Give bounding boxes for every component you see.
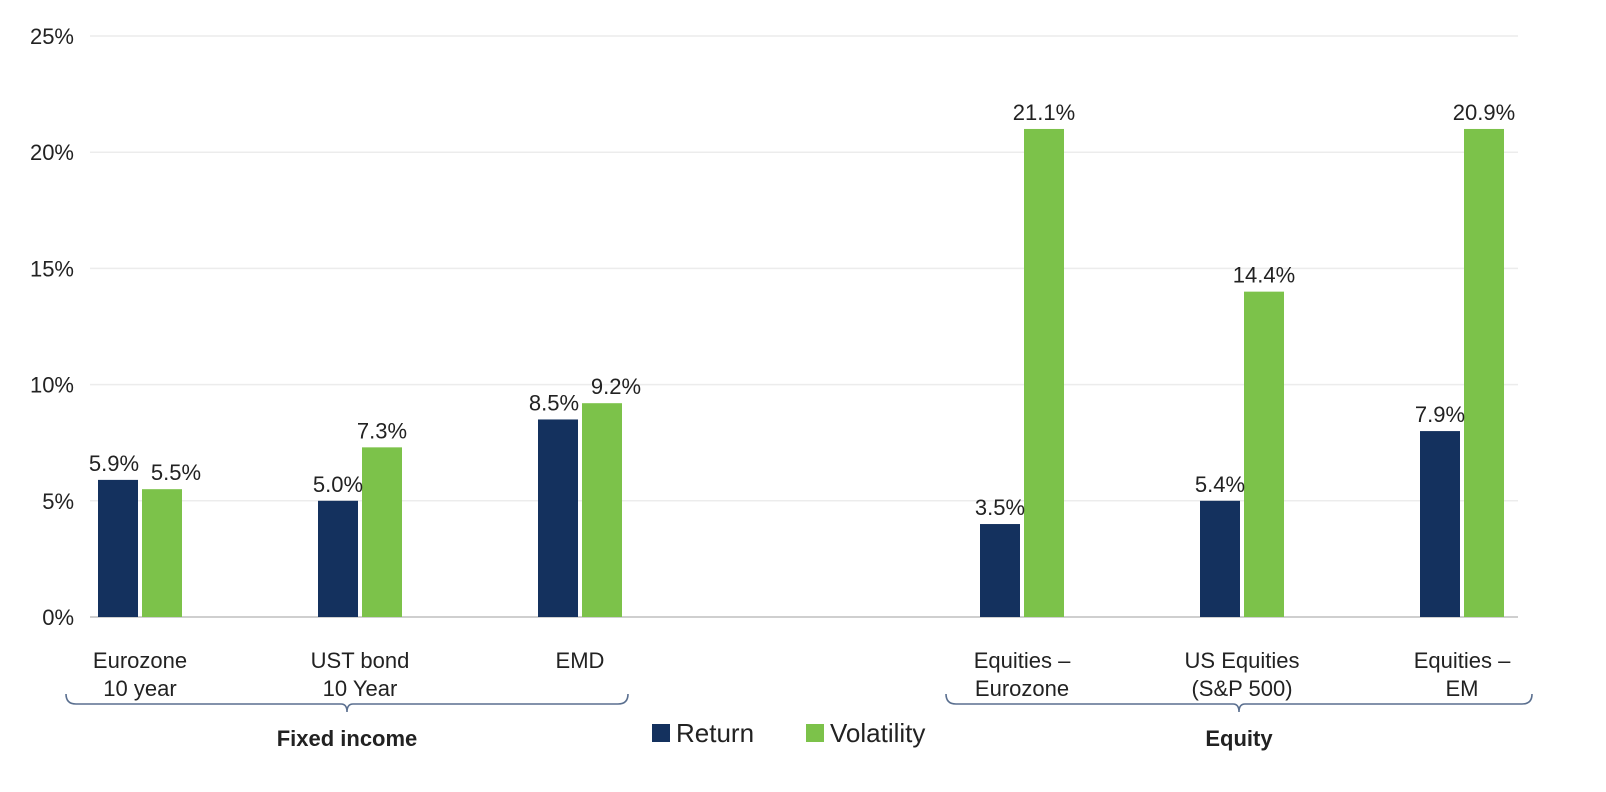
volatility-legend-swatch: [806, 724, 824, 742]
return-bar: [980, 524, 1020, 617]
volatility-bar: [1244, 291, 1284, 617]
category-label: 10 year: [103, 676, 176, 701]
volatility-data-label: 21.1%: [1013, 100, 1075, 125]
return-bar: [1200, 500, 1240, 617]
category-label: 10 Year: [323, 676, 398, 701]
return-bar: [98, 479, 138, 617]
category-label: (S&P 500): [1191, 676, 1292, 701]
group-bracket: [945, 693, 1533, 713]
data-labels: 5.9% 5.0% 8.5% 3.5% 5.4% 7.9% 5.5% 7.3% 9.2% 21.1…: [89, 100, 1515, 520]
return-data-label: 5.0%: [313, 472, 363, 497]
y-tick-label: 5%: [42, 489, 74, 514]
volatility-data-label: 14.4%: [1233, 263, 1295, 288]
category-labels: Eurozone 10 year UST bond 10 Year EMD Equitie…: [93, 648, 1511, 701]
return-data-label: 8.5%: [529, 390, 579, 415]
volatility-bar: [142, 489, 182, 617]
y-tick-label: 20%: [30, 140, 74, 165]
volatility-data-label: 20.9%: [1453, 100, 1515, 125]
return-bar: [1420, 431, 1460, 617]
return-legend-label: Return: [676, 718, 754, 748]
y-tick-label: 15%: [30, 256, 74, 281]
y-tick-label: 0%: [42, 605, 74, 630]
group-brackets: Fixed income Equity: [65, 693, 1533, 751]
return-data-label: 5.4%: [1195, 472, 1245, 497]
return-bar: [538, 419, 578, 617]
return-bar: [318, 500, 358, 617]
volatility-bar: [1464, 128, 1504, 617]
y-tick-label: 10%: [30, 373, 74, 398]
volatility-legend-label: Volatility: [830, 718, 925, 748]
y-axis-ticks: 0% 5% 10% 15% 20% 25%: [30, 24, 74, 630]
bars: [98, 128, 1504, 617]
group-bracket: [65, 693, 629, 713]
volatility-data-label: 9.2%: [591, 374, 641, 399]
group-label: Equity: [1205, 726, 1273, 751]
category-label: Equities –: [1414, 648, 1511, 673]
volatility-data-label: 7.3%: [357, 418, 407, 443]
return-data-label: 3.5%: [975, 495, 1025, 520]
volatility-data-label: 5.5%: [151, 460, 201, 485]
return-data-label: 5.9%: [89, 451, 139, 476]
return-legend-swatch: [652, 724, 670, 742]
volatility-bar: [362, 447, 402, 617]
legend: Return Volatility: [652, 718, 925, 748]
category-label: EMD: [556, 648, 605, 673]
group-label: Fixed income: [277, 726, 418, 751]
gridlines: [90, 35, 1518, 618]
category-label: Eurozone: [975, 676, 1069, 701]
category-label: UST bond: [311, 648, 410, 673]
category-label: EM: [1446, 676, 1479, 701]
category-label: Equities –: [974, 648, 1071, 673]
y-tick-label: 25%: [30, 24, 74, 49]
return-data-label: 7.9%: [1415, 402, 1465, 427]
volatility-bar: [1024, 128, 1064, 617]
category-label: US Equities: [1185, 648, 1300, 673]
category-label: Eurozone: [93, 648, 187, 673]
volatility-bar: [582, 403, 622, 617]
